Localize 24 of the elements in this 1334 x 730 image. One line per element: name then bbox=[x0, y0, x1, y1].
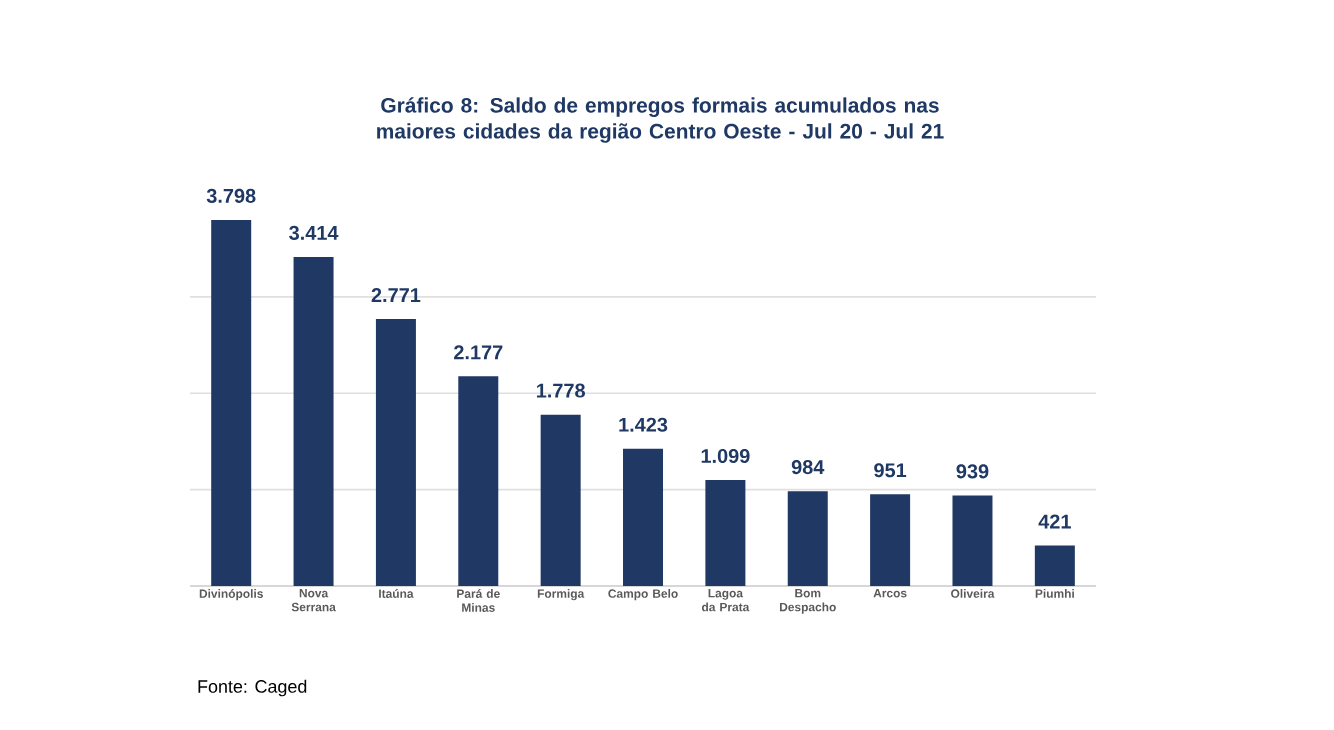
data-label: 984 bbox=[791, 460, 825, 475]
data-label: 421 bbox=[1038, 514, 1071, 529]
bar bbox=[1034, 545, 1075, 586]
data-label: 1.423 bbox=[619, 417, 668, 432]
data-label: 2.771 bbox=[371, 288, 421, 302]
bar bbox=[952, 495, 993, 586]
bar bbox=[705, 480, 746, 586]
data-label: 1.099 bbox=[701, 448, 750, 464]
data-label: 1.778 bbox=[536, 383, 585, 398]
bar bbox=[458, 376, 499, 586]
data-label: 3.414 bbox=[289, 225, 339, 240]
data-label: 3.798 bbox=[206, 188, 256, 203]
bar bbox=[375, 318, 416, 586]
bar bbox=[211, 219, 252, 586]
bar bbox=[870, 494, 911, 586]
data-label: 2.177 bbox=[454, 345, 503, 360]
bar bbox=[623, 448, 664, 586]
bar bbox=[540, 414, 581, 586]
chart-title: Gráfico 8: Saldo de empregos formais acumulados nas maiores cidades da região Centro Oeste - Jul 20 - Jul 21 bbox=[377, 97, 944, 143]
source-note: Fonte: Caged bbox=[198, 679, 307, 697]
data-label: 939 bbox=[956, 464, 989, 479]
data-label: 951 bbox=[874, 463, 907, 478]
bar bbox=[787, 491, 828, 586]
bar bbox=[293, 257, 334, 586]
